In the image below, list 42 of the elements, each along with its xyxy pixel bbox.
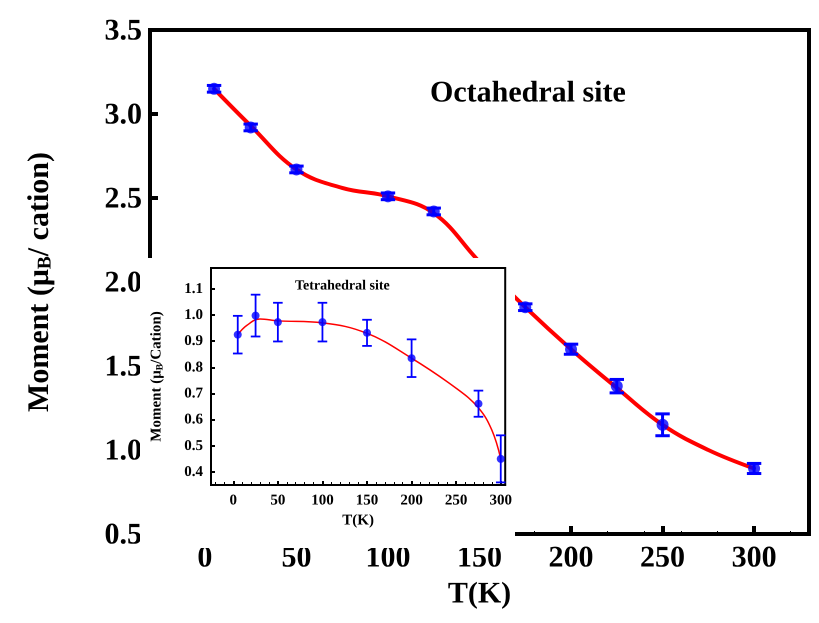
point (274, 318, 282, 326)
x-tick-label: 0 (230, 492, 238, 508)
y-axis-title: Moment (μB/ cation) (22, 152, 56, 412)
x-tick-label: 100 (365, 540, 410, 574)
y-tick-label: 0.4 (184, 464, 204, 480)
y-tick-label: 1.0 (184, 307, 203, 324)
x-tick-label: 100 (311, 492, 334, 508)
y-tick-label: 0.5 (104, 518, 142, 550)
point (408, 354, 416, 362)
point (656, 418, 669, 431)
y-tick-label: 3.0 (104, 98, 142, 130)
y-tick-label: 2.5 (104, 182, 142, 214)
point (610, 380, 623, 392)
y-tick-label: 0.7 (184, 385, 204, 402)
y-tick-label: 1.0 (104, 434, 142, 466)
x-tick-label: 250 (640, 540, 686, 574)
y-tick-label: 3.5 (104, 14, 142, 46)
point (252, 312, 260, 320)
x-tick-label: 50 (270, 492, 286, 508)
x-axis-title: T(K) (448, 576, 512, 610)
point (496, 454, 505, 463)
point (318, 318, 326, 326)
x-tick-label: 250 (444, 492, 468, 508)
point (474, 400, 482, 408)
x-tick-label: 200 (400, 492, 423, 508)
y-tick-label: 1.1 (184, 280, 203, 297)
x-tick-label: 300 (490, 492, 512, 508)
x-tick-label: 300 (732, 540, 777, 574)
text: Tetrahedral site (295, 278, 390, 294)
y-tick-label: 0.6 (184, 412, 204, 428)
y-tick-label: 1.5 (104, 350, 142, 382)
y-tick-label: 0.5 (184, 438, 203, 454)
x-tick-label: 200 (548, 540, 594, 574)
point (363, 328, 372, 337)
point (234, 330, 242, 339)
y-tick-label: 0.8 (184, 359, 203, 376)
y-axis-title: Moment (μB/Cation) (148, 311, 166, 442)
text: Octahedral site (430, 76, 626, 108)
x-tick-label: 150 (356, 492, 378, 508)
y-tick-label: 0.9 (184, 333, 203, 350)
x-axis-title: T(K) (342, 512, 374, 528)
y-tick-label: 2.0 (104, 266, 142, 298)
